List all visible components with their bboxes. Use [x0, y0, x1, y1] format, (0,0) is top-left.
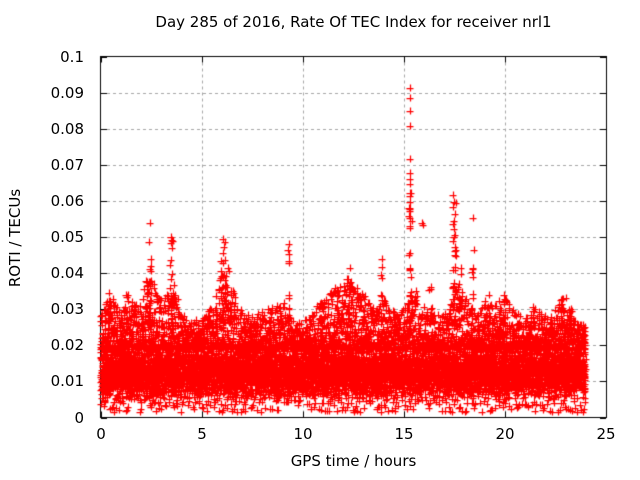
x-tick-label: 20 [495, 425, 515, 443]
x-axis-label: GPS time / hours [290, 452, 417, 470]
x-tick-label: 25 [596, 425, 616, 443]
y-tick-label: 0.02 [50, 336, 84, 355]
chart-title: Day 285 of 2016, Rate Of TEC Index for r… [155, 13, 552, 31]
y-tick-label: 0.03 [50, 300, 84, 319]
y-tick-label: 0.01 [50, 372, 84, 391]
x-tick-label: 15 [394, 425, 414, 443]
x-tick-label: 10 [293, 425, 313, 443]
y-tick-label: 0.08 [50, 119, 84, 138]
x-tick-label: 0 [96, 425, 106, 443]
y-tick-label: 0.1 [60, 47, 84, 66]
y-tick-label: 0.06 [50, 191, 84, 210]
y-tick-label: 0.07 [50, 155, 84, 174]
x-tick-label: 5 [197, 425, 207, 443]
y-axis-label: ROTI / TECUs [6, 188, 24, 288]
y-tick-label: 0 [74, 408, 84, 427]
y-tick-label: 0.05 [50, 228, 84, 246]
y-tick-label: 0.09 [50, 83, 84, 102]
y-tick-label: 0.04 [50, 264, 84, 283]
